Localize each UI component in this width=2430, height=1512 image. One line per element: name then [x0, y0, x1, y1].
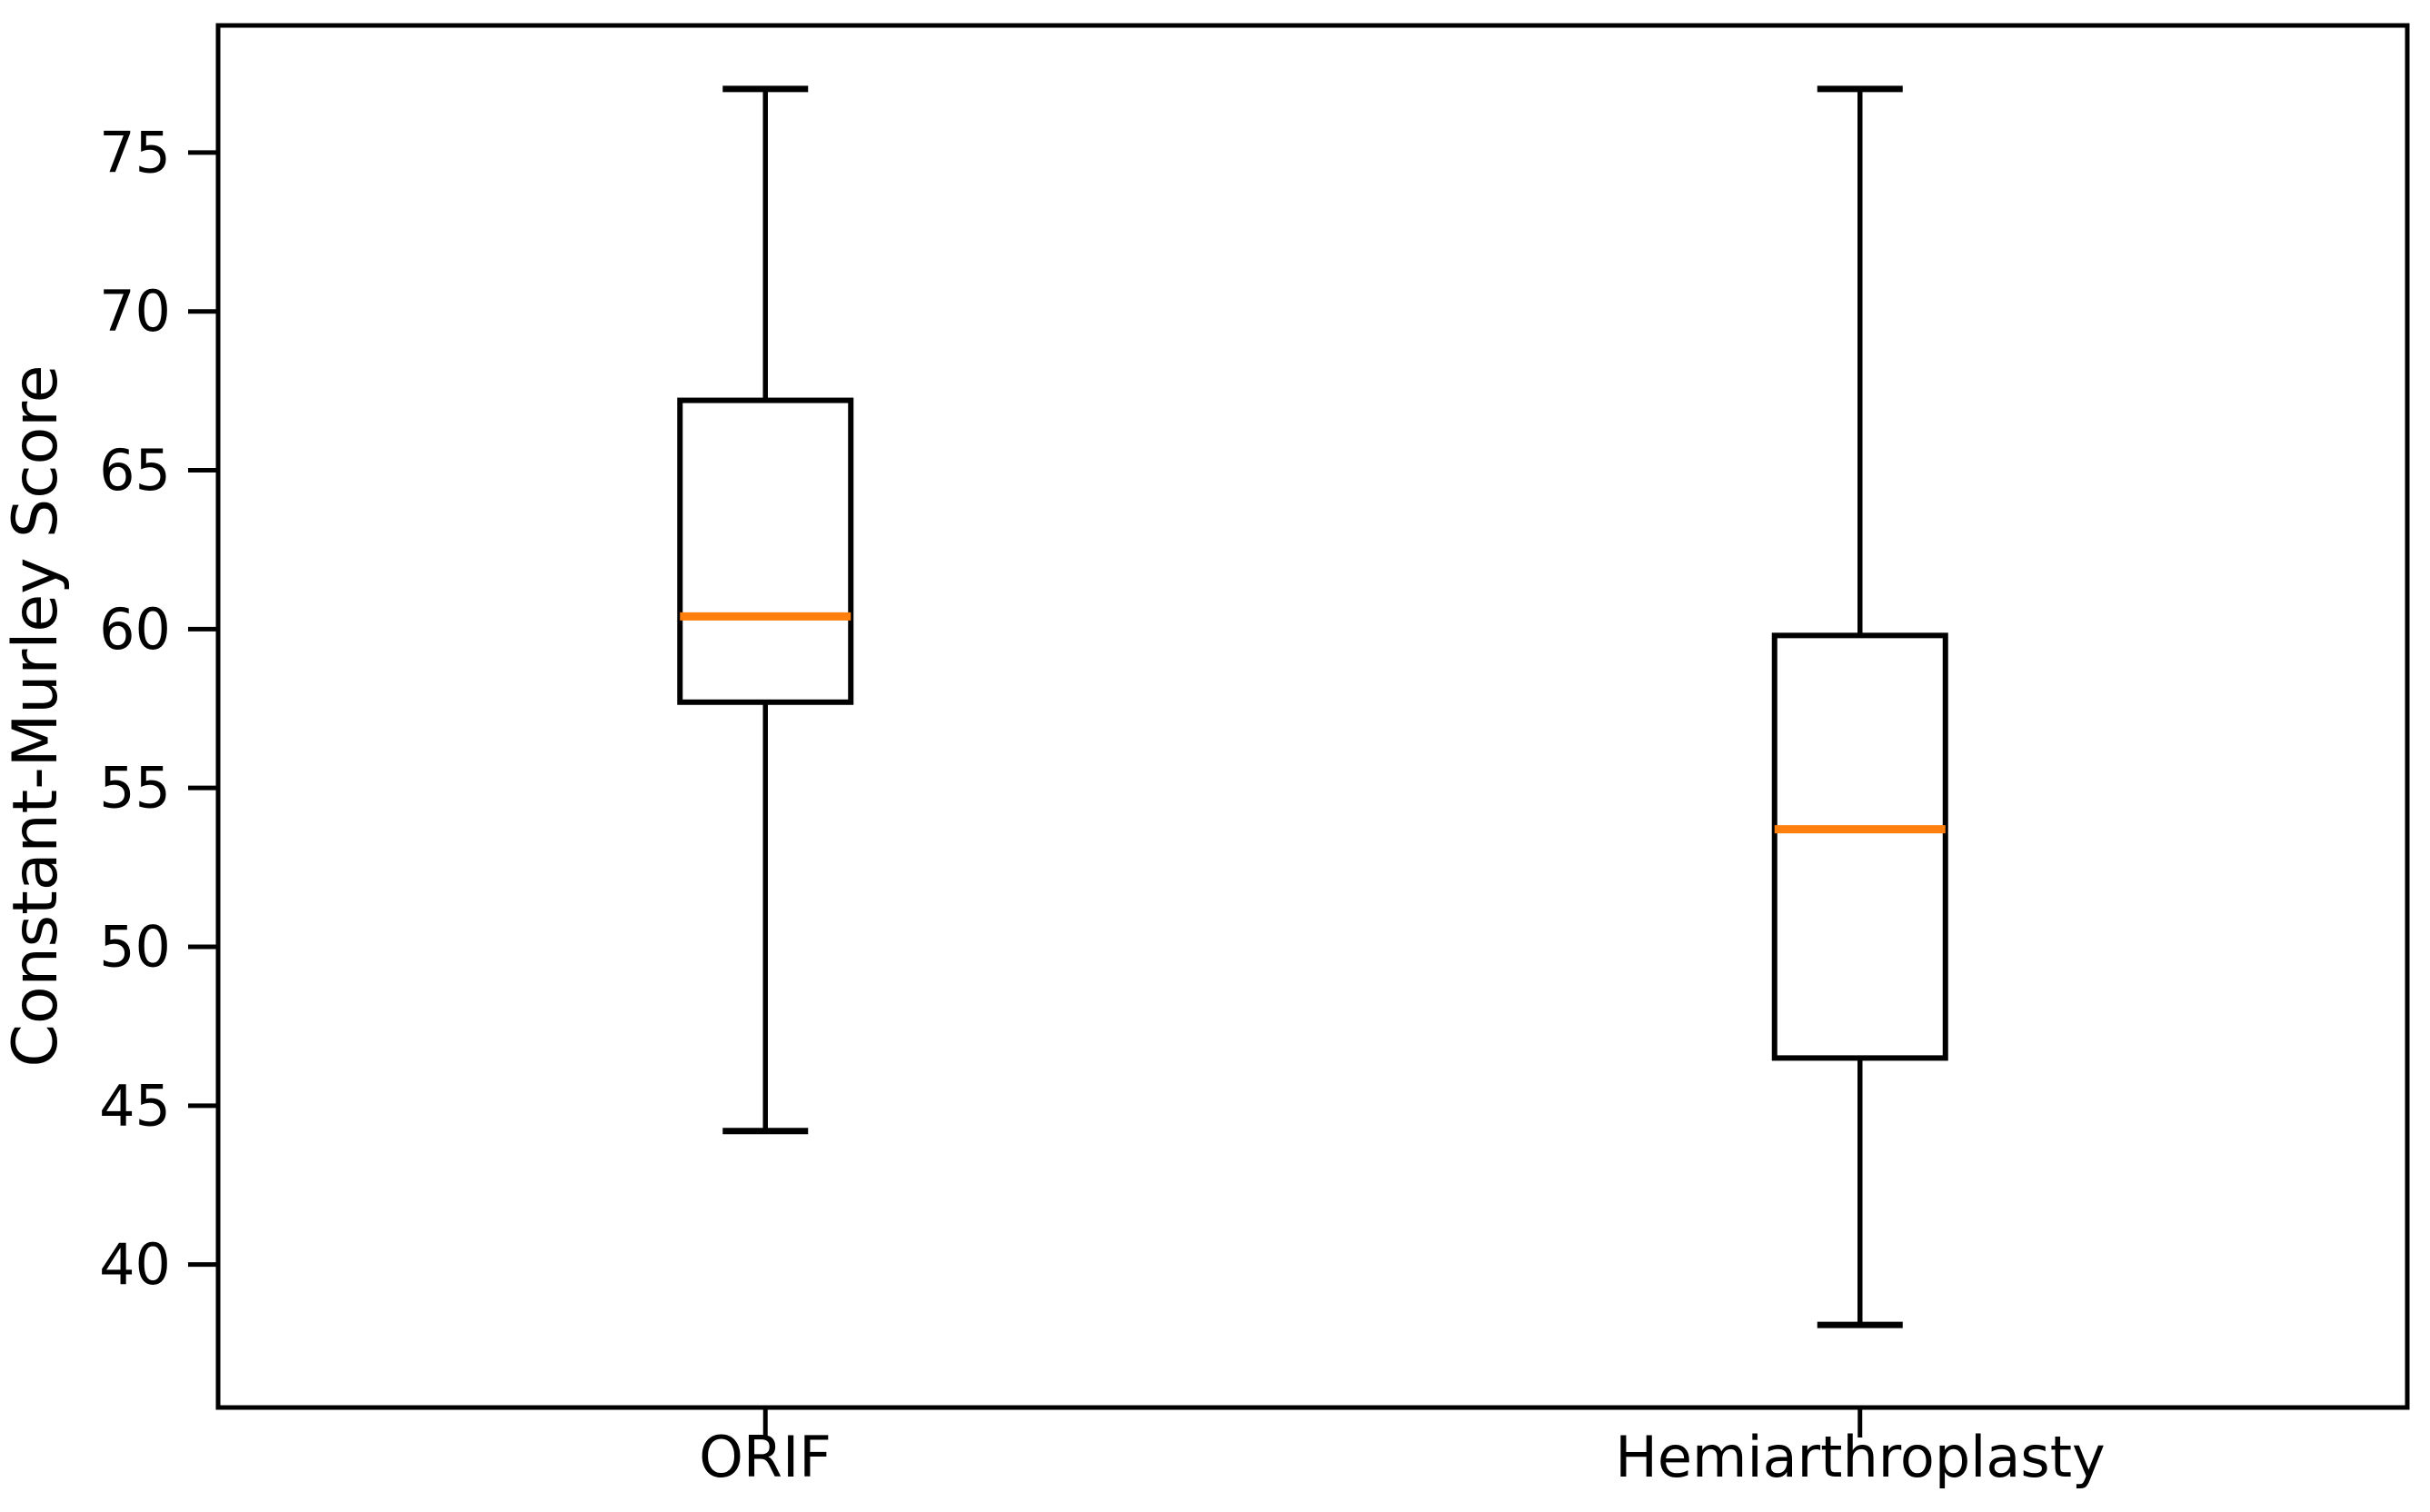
y-tick-label-45: 45 [99, 1072, 171, 1139]
orif-iqr-box [677, 397, 854, 705]
y-tick-label-75: 75 [99, 119, 171, 185]
y-axis-label: Constant-Murley Score [0, 364, 72, 1067]
y-tick-label-40: 40 [99, 1231, 171, 1298]
y-tick-label-70: 70 [99, 278, 171, 344]
plot-area [215, 23, 2410, 1410]
boxplot-series-layer: 40 45 50 55 60 65 70 75 [99, 85, 1948, 1437]
y-tick-label-60: 60 [99, 596, 171, 662]
y-tick-label-55: 55 [99, 755, 171, 821]
y-tick-label-65: 65 [99, 437, 171, 503]
y-tick-label-50: 50 [99, 914, 171, 980]
hemiarthroplasty-iqr-box [1771, 632, 1948, 1061]
